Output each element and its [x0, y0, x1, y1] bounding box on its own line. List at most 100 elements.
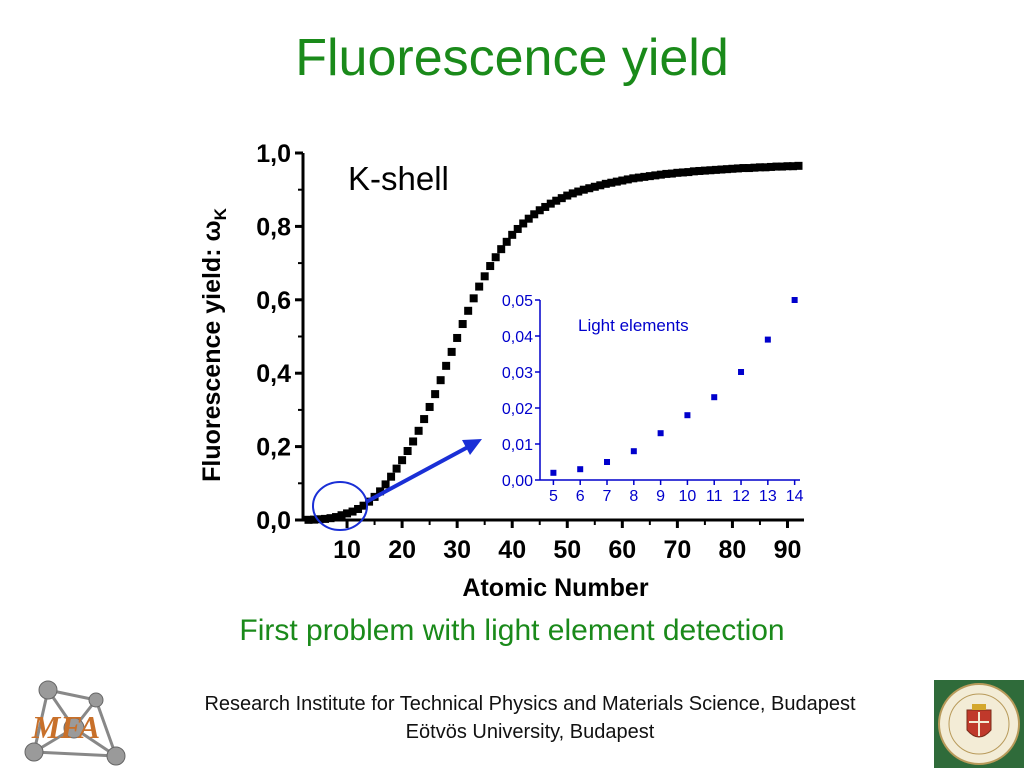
mfa-logo-lettering: MFA	[31, 709, 100, 745]
main-data-point	[629, 174, 638, 183]
light-elements-annotation: Light elements	[578, 316, 689, 335]
main-data-point	[739, 164, 748, 173]
k-shell-annotation: K-shell	[348, 160, 449, 197]
main-data-point	[788, 162, 797, 171]
main-x-tick-label: 10	[333, 536, 361, 564]
main-data-point	[568, 189, 577, 198]
main-data-point	[618, 176, 627, 185]
main-data-point	[590, 182, 599, 191]
inset-data-point	[684, 412, 691, 419]
inset-x-tick-label: 8	[629, 488, 638, 505]
main-x-tick-label: 90	[774, 536, 802, 564]
main-x-tick-label: 20	[388, 536, 416, 564]
main-data-point	[612, 177, 621, 186]
main-data-point	[695, 166, 704, 175]
main-data-point	[513, 224, 522, 233]
main-data-point	[524, 214, 533, 223]
main-data-point	[662, 169, 671, 178]
main-data-point	[684, 168, 693, 177]
main-data-point	[733, 164, 742, 173]
main-x-tick-label: 60	[608, 536, 636, 564]
main-data-point	[640, 172, 649, 181]
inset-x-tick-label: 12	[732, 488, 750, 505]
footer-university: Eötvös University, Budapest	[405, 721, 655, 743]
main-data-point	[667, 169, 676, 178]
main-data-point	[634, 173, 643, 182]
inset-data-point	[711, 394, 718, 401]
main-data-point	[381, 480, 390, 489]
main-y-tick-label: 0,0	[256, 507, 291, 535]
inset-data-point	[577, 466, 584, 473]
main-data-point	[447, 347, 456, 356]
main-data-point	[475, 282, 484, 291]
main-x-tick-label: 80	[719, 536, 747, 564]
main-data-point	[491, 253, 500, 262]
main-x-tick-label: 30	[443, 536, 471, 564]
slide-title: Fluorescence yield	[295, 29, 729, 87]
inset-x-tick-label: 14	[786, 488, 804, 505]
main-data-point	[651, 171, 660, 180]
main-data-point	[469, 294, 478, 303]
main-y-tick-label: 0,8	[256, 213, 291, 241]
main-data-point	[563, 191, 572, 200]
main-data-point	[409, 437, 418, 446]
inset-x-tick-label: 6	[576, 488, 585, 505]
main-data-point	[442, 361, 451, 370]
inset-background	[490, 288, 816, 512]
main-data-point	[420, 415, 429, 424]
main-x-tick-label: 70	[663, 536, 691, 564]
main-data-point	[337, 511, 346, 520]
main-data-point	[436, 376, 445, 385]
main-data-point	[777, 162, 786, 171]
slide-subtitle: First problem with light element detecti…	[239, 614, 785, 647]
main-data-point	[645, 172, 654, 181]
main-data-point	[783, 162, 792, 171]
main-data-point	[392, 464, 401, 473]
annotations	[312, 439, 482, 531]
inset-data-point	[764, 336, 771, 343]
inset-data-point	[791, 297, 798, 303]
inset-y-tick-label: 0,02	[502, 401, 533, 418]
inset-y-tick-label: 0,05	[502, 293, 533, 310]
pointer-arrow-line	[365, 445, 469, 504]
main-series	[304, 161, 803, 524]
university-seal-icon	[934, 680, 1024, 768]
main-data-point	[601, 179, 610, 188]
inset-x-tick-label: 7	[603, 488, 612, 505]
main-data-point	[519, 219, 528, 228]
inset-x-tick-label: 10	[679, 488, 697, 505]
main-data-point	[425, 402, 434, 411]
inset-data-point	[604, 459, 611, 465]
inset-data-point	[738, 369, 745, 375]
main-data-point	[508, 230, 517, 239]
main-data-point	[343, 509, 352, 518]
main-data-point	[480, 272, 489, 281]
main-data-point	[772, 162, 781, 171]
main-data-point	[722, 165, 731, 174]
main-data-point	[315, 515, 324, 524]
main-data-point	[552, 196, 561, 205]
footer-institute: Research Institute for Technical Physics…	[204, 693, 856, 715]
main-data-point	[486, 262, 495, 271]
main-data-point	[728, 164, 737, 173]
main-x-axis-label: Atomic Number	[462, 574, 648, 602]
main-data-point	[623, 175, 632, 184]
main-data-point	[403, 447, 412, 456]
main-data-point	[326, 514, 335, 523]
main-data-point	[359, 501, 368, 510]
main-y-tick-label: 0,4	[256, 360, 291, 388]
main-data-point	[607, 178, 616, 187]
main-data-point	[354, 504, 363, 513]
main-data-point	[535, 206, 544, 215]
main-data-point	[398, 456, 407, 465]
main-y-tick-label: 0,2	[256, 434, 291, 462]
main-data-point	[464, 306, 473, 315]
main-y-tick-label: 0,6	[256, 287, 291, 315]
inset-data-point	[630, 448, 637, 455]
inset-y-tick-label: 0,00	[502, 473, 533, 490]
main-data-point	[706, 166, 715, 175]
main-data-point	[794, 161, 803, 170]
main-data-point	[689, 167, 698, 176]
main-data-point	[678, 168, 687, 177]
main-data-point	[310, 515, 319, 524]
